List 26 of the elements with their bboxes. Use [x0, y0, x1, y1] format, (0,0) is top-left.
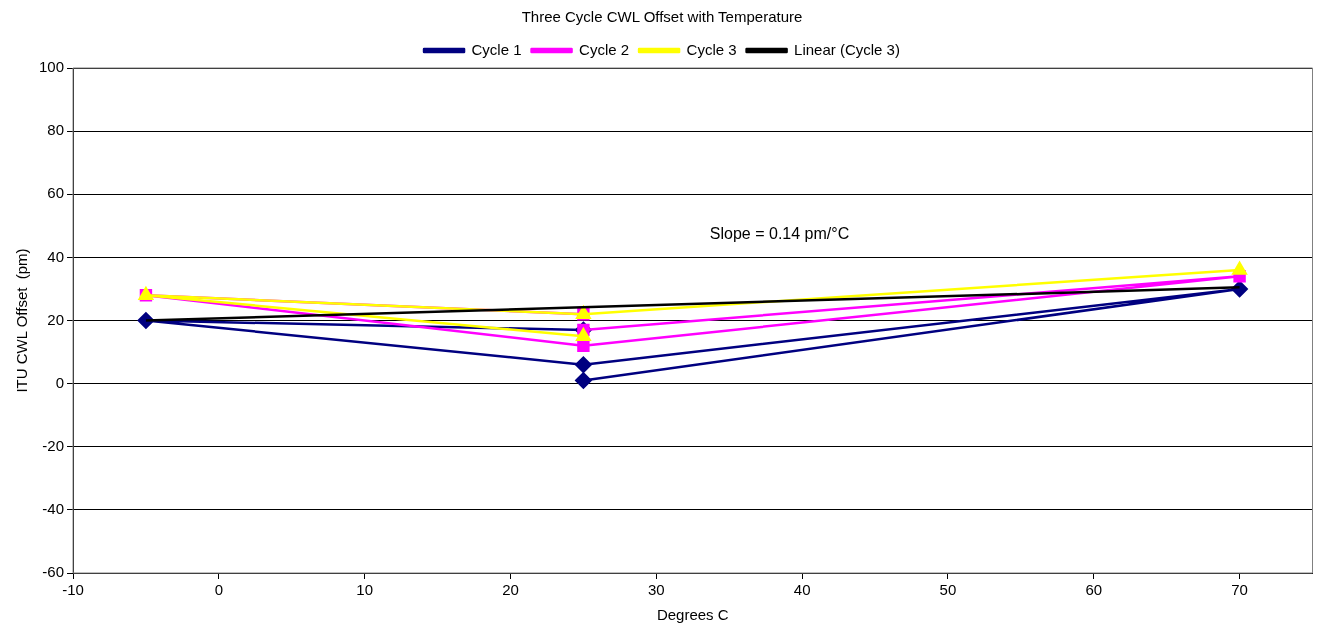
x-tick-label: 60 — [1085, 581, 1103, 599]
x-tick-label: 20 — [502, 581, 519, 599]
legend-label: Linear (Cycle 3) — [794, 40, 900, 58]
annotation: Slope = 0.14 pm/°C — [709, 225, 850, 243]
y-axis-title: ITU CWL Offset (pm) — [13, 248, 31, 393]
legend-label: Cycle 2 — [579, 40, 630, 58]
y-tick-label: 60 — [47, 184, 65, 202]
x-tick-label: 50 — [939, 581, 957, 599]
y-tick-label: 40 — [47, 247, 65, 265]
x-tick-label: -10 — [62, 581, 84, 599]
y-tick-label: -60 — [42, 563, 65, 581]
x-tick-label: 30 — [647, 581, 665, 599]
x-tick-label: 70 — [1231, 581, 1248, 599]
y-tick-label: 0 — [55, 373, 65, 391]
legend-label: Cycle 3 — [686, 40, 737, 58]
y-tick-label: 100 — [39, 58, 65, 76]
legend-label: Cycle 1 — [471, 40, 522, 58]
y-tick-label: -20 — [42, 436, 65, 454]
x-tick-label: 10 — [356, 581, 374, 599]
y-tick-label: -40 — [42, 500, 65, 518]
x-tick-label: 40 — [793, 581, 811, 599]
y-tick-label: 20 — [47, 310, 65, 328]
x-axis-title: Degrees C — [656, 606, 729, 624]
y-tick-label: 80 — [47, 121, 65, 139]
chart-title: Three Cycle CWL Offset with Temperature — [521, 8, 803, 26]
x-tick-label: 0 — [214, 581, 224, 599]
